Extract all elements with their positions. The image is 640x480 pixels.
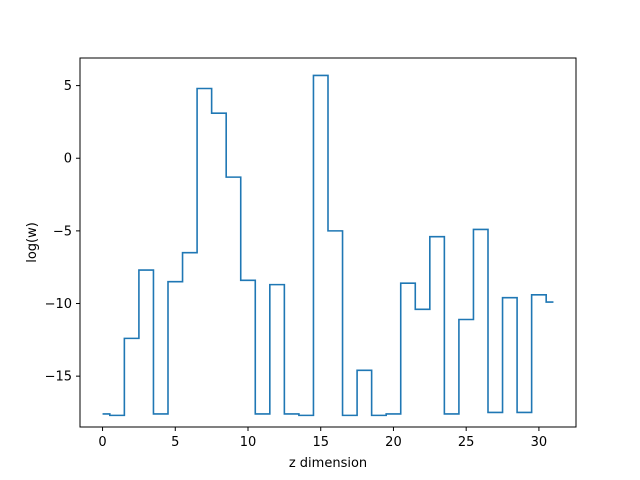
y-axis: 5 0 −5 −10 −15 [45, 79, 80, 385]
x-tick-label: 25 [458, 435, 475, 450]
series-layer [102, 74, 554, 417]
x-axis: 0 5 10 15 20 25 30 [98, 427, 547, 450]
y-tick-label: −15 [45, 370, 72, 385]
x-tick-label: 30 [531, 435, 548, 450]
series-line-0 [102, 74, 554, 417]
x-tick-label: 20 [385, 435, 402, 450]
y-axis-label: log(w) [25, 222, 40, 263]
x-tick-label: 5 [171, 435, 179, 450]
y-tick-label: −5 [53, 224, 72, 239]
x-tick-label: 0 [98, 435, 106, 450]
x-tick-label: 10 [240, 435, 257, 450]
axes-frame [79, 57, 577, 428]
x-tick-label: 15 [312, 435, 329, 450]
y-tick-label: 0 [64, 152, 72, 167]
y-tick-label: −10 [45, 297, 72, 312]
y-tick-label: 5 [64, 79, 72, 94]
x-axis-label: z dimension [289, 456, 367, 471]
